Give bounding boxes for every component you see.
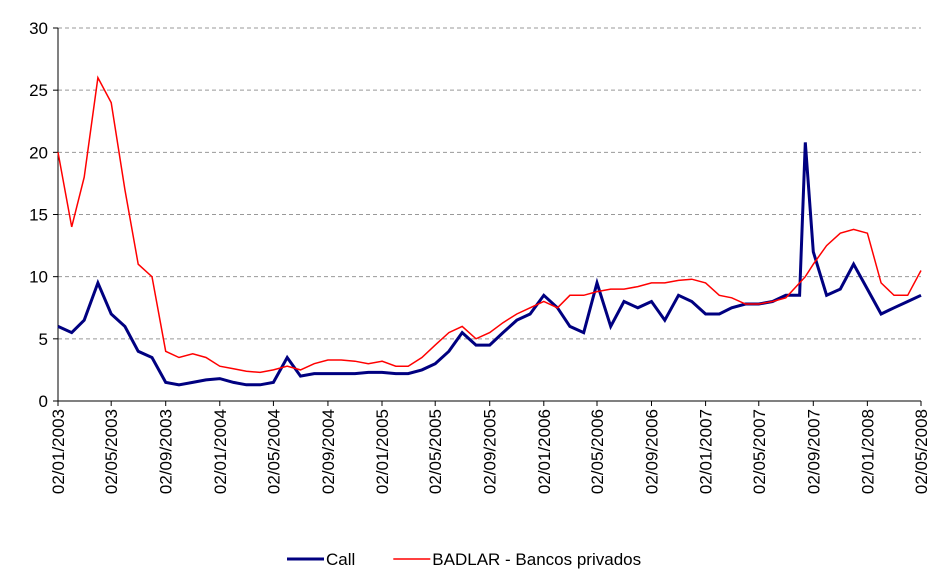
x-tick-label: 02/05/2007 (750, 409, 769, 494)
y-tick-label: 25 (29, 81, 48, 100)
y-tick-label: 15 (29, 206, 48, 225)
y-tick-label: 20 (29, 143, 48, 162)
x-tick-label: 02/09/2007 (804, 409, 823, 494)
x-tick-label: 02/05/2006 (588, 409, 607, 494)
y-tick-label: 10 (29, 268, 48, 287)
x-tick-label: 02/09/2004 (319, 409, 338, 494)
line-series (57, 142, 922, 387)
x-tick-label: 02/09/2006 (643, 409, 662, 494)
x-tick-label: 02/05/2004 (264, 409, 283, 494)
x-tick-label: 02/01/2003 (49, 409, 68, 494)
x-tick-label: 02/01/2008 (858, 409, 877, 494)
x-tick-label: 02/09/2003 (157, 409, 176, 494)
x-tick-label: 02/05/2005 (426, 409, 445, 494)
legend-label: BADLAR - Bancos privados (432, 550, 641, 569)
x-tick-label: 02/01/2004 (211, 409, 230, 494)
x-tick-label: 02/05/2008 (912, 409, 930, 494)
y-tick-label: 5 (39, 330, 48, 349)
y-tick-label: 0 (39, 392, 48, 411)
x-tick-label: 02/09/2005 (481, 409, 500, 494)
x-tick-label: 02/05/2003 (102, 409, 121, 494)
x-tick-label: 02/01/2007 (697, 409, 716, 494)
x-tick-label: 02/01/2006 (535, 409, 554, 494)
legend-label: Call (326, 550, 355, 569)
line-series (57, 75, 922, 374)
x-tick-label: 02/01/2005 (373, 409, 392, 494)
y-tick-label: 30 (29, 19, 48, 38)
